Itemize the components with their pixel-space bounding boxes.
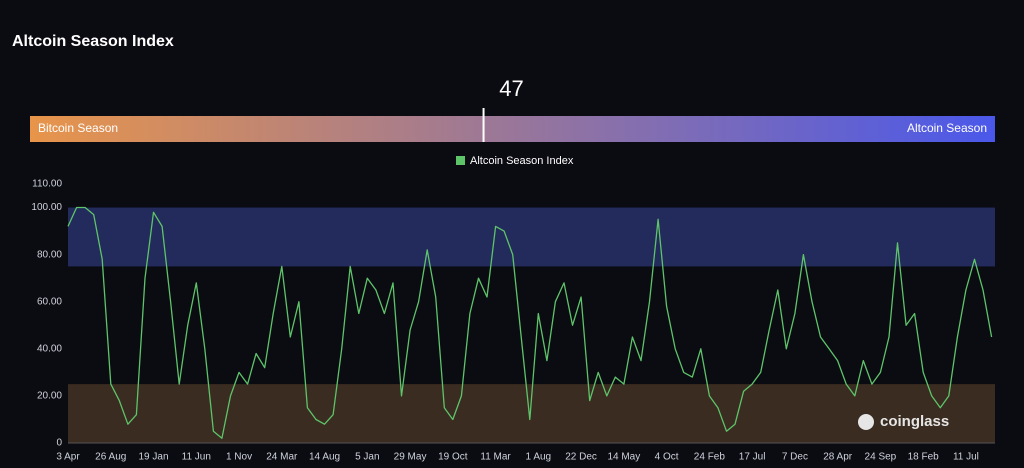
gauge-bar bbox=[30, 116, 995, 142]
x-tick-label: 7 Dec bbox=[782, 452, 808, 463]
x-tick-label: 3 Apr bbox=[56, 452, 80, 463]
x-tick-label: 26 Aug bbox=[95, 452, 126, 463]
line-series bbox=[67, 206, 993, 439]
watermark-icon bbox=[858, 414, 874, 430]
x-tick-label: 24 Sep bbox=[865, 452, 897, 463]
watermark: coinglass bbox=[880, 413, 949, 430]
x-tick-label: 5 Jan bbox=[355, 452, 379, 463]
x-tick-label: 22 Dec bbox=[565, 452, 597, 463]
x-tick-label: 18 Feb bbox=[908, 452, 940, 463]
y-tick-label: 60.00 bbox=[37, 296, 62, 307]
x-tick-label: 19 Oct bbox=[438, 452, 468, 463]
legend-swatch bbox=[456, 156, 465, 165]
x-tick-label: 24 Mar bbox=[266, 452, 298, 463]
y-tick-label: 20.00 bbox=[37, 391, 62, 402]
x-tick-label: 17 Jul bbox=[739, 452, 766, 463]
x-tick-label: 29 May bbox=[394, 452, 427, 463]
x-tick-label: 19 Jan bbox=[139, 452, 169, 463]
x-tick-label: 11 Jul bbox=[953, 452, 979, 463]
gauge-left-label: Bitcoin Season bbox=[38, 121, 118, 135]
x-tick-label: 24 Feb bbox=[694, 452, 726, 463]
x-tick-label: 1 Nov bbox=[226, 452, 252, 463]
x-tick-label: 1 Aug bbox=[526, 452, 552, 463]
x-tick-label: 14 Aug bbox=[309, 452, 340, 463]
y-tick-label: 0 bbox=[56, 438, 62, 449]
y-tick-label: 110.00 bbox=[32, 179, 62, 190]
x-tick-label: 14 May bbox=[607, 452, 640, 463]
gauge-value: 47 bbox=[499, 76, 523, 101]
band bbox=[68, 207, 995, 267]
y-tick-label: 40.00 bbox=[37, 343, 62, 354]
x-tick-label: 4 Oct bbox=[655, 452, 679, 463]
legend-label: Altcoin Season Index bbox=[470, 155, 574, 167]
x-tick-label: 11 Jun bbox=[182, 452, 211, 463]
gauge-right-label: Altcoin Season bbox=[907, 121, 987, 135]
x-tick-label: 11 Mar bbox=[480, 452, 511, 463]
chart-title: Altcoin Season Index bbox=[12, 33, 174, 50]
y-tick-label: 100.00 bbox=[31, 202, 62, 213]
y-tick-label: 80.00 bbox=[37, 249, 62, 260]
x-tick-label: 28 Apr bbox=[823, 452, 853, 463]
